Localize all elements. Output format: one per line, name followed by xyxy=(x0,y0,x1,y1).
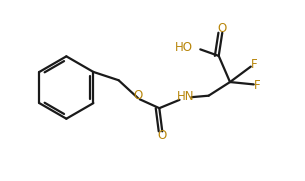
Text: F: F xyxy=(254,79,261,92)
Text: HN: HN xyxy=(177,90,194,103)
Text: HO: HO xyxy=(174,41,192,54)
Text: F: F xyxy=(251,58,258,71)
Text: O: O xyxy=(218,22,227,35)
Text: O: O xyxy=(133,89,142,102)
Text: O: O xyxy=(158,129,167,142)
